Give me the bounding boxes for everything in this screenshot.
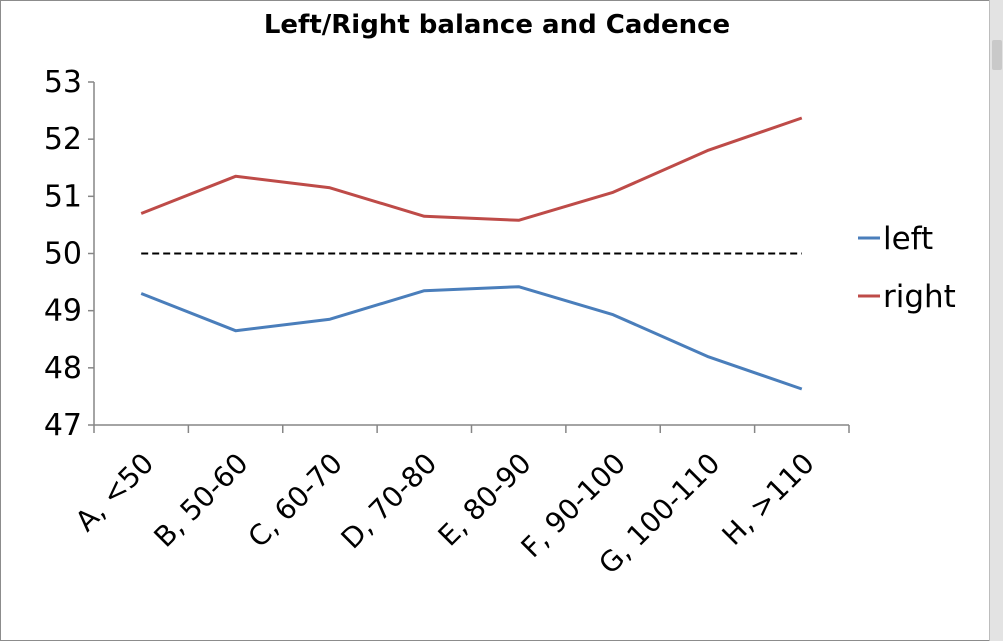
x-tick-label: C, 60-70 [242,447,349,554]
y-tick-label: 53 [44,65,82,100]
x-tick-label: H, >110 [716,447,821,552]
chart-title: Left/Right balance and Cadence [264,10,730,40]
legend-label-left: left [883,221,933,257]
y-tick-label: 47 [44,408,82,443]
y-tick-label: 51 [44,179,82,214]
series-group [140,116,803,391]
y-tick-label: 48 [44,351,82,386]
vertical-scrollbar[interactable] [989,0,1003,641]
legend: left right [858,221,956,315]
x-tick-label: A, <50 [69,447,160,538]
y-tick-label: 49 [44,294,82,329]
x-tick-label: D, 70-80 [335,447,444,556]
y-tick-label: 52 [44,122,82,157]
scroll-thumb[interactable] [992,40,1002,70]
legend-label-right: right [883,279,956,315]
x-tick-label: B, 50-60 [147,447,254,554]
series-line-right [140,116,803,222]
y-tick-label: 50 [44,237,82,272]
series-line-left [140,285,803,391]
